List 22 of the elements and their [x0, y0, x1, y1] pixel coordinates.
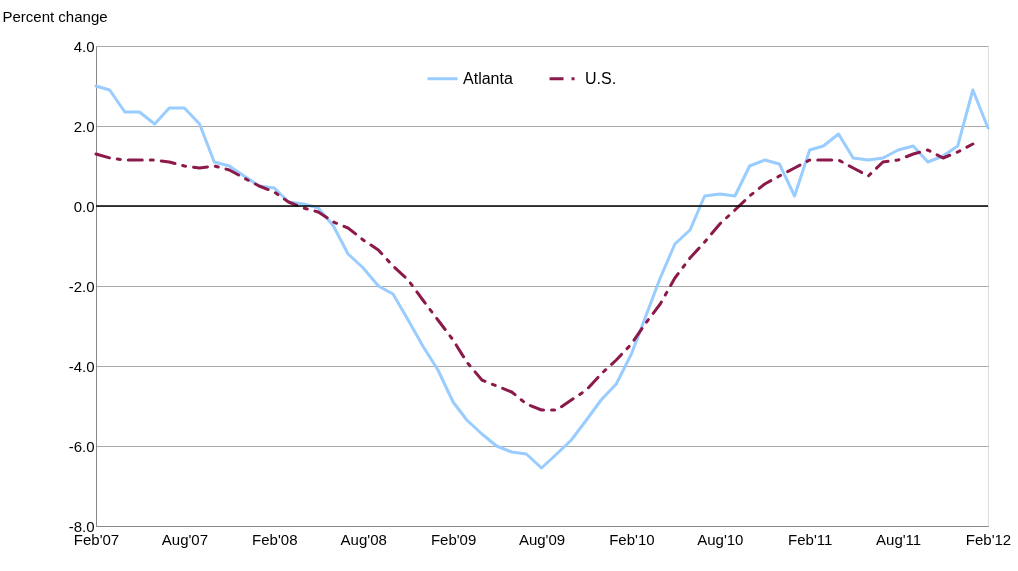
y-tick-label: 2.0 [73, 117, 95, 135]
x-tick-label: Feb'10 [609, 530, 655, 548]
x-tick-label: Feb'11 [788, 530, 833, 548]
y-tick-label: -8.0 [68, 517, 95, 535]
legend-label: Atlanta [463, 69, 513, 87]
y-tick-label: 4.0 [73, 37, 95, 55]
line-series [94, 142, 975, 412]
x-tick-label: Aug'11 [876, 530, 922, 548]
x-tick-label: Aug'09 [518, 530, 566, 548]
y-tick-label: 0.0 [73, 197, 95, 215]
x-tick-label: Aug'07 [161, 530, 209, 548]
x-tick-label: Aug'10 [697, 530, 744, 548]
y-axis-title: Percent change [2, 7, 108, 25]
line-series [94, 84, 990, 470]
y-tick-label: -4.0 [68, 357, 95, 375]
legend-label: U.S. [585, 69, 617, 87]
y-tick-label: -6.0 [68, 437, 95, 455]
x-tick-label: Feb'12 [965, 530, 1012, 548]
y-tick-label: -2.0 [68, 277, 95, 295]
x-tick-label: Feb'08 [252, 530, 298, 548]
x-tick-label: Feb'09 [430, 530, 477, 548]
x-tick-label: Aug'08 [340, 530, 387, 548]
